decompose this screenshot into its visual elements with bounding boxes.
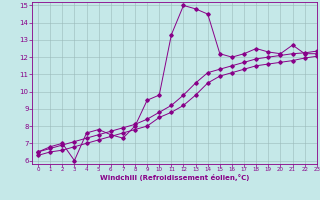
X-axis label: Windchill (Refroidissement éolien,°C): Windchill (Refroidissement éolien,°C) bbox=[100, 174, 249, 181]
